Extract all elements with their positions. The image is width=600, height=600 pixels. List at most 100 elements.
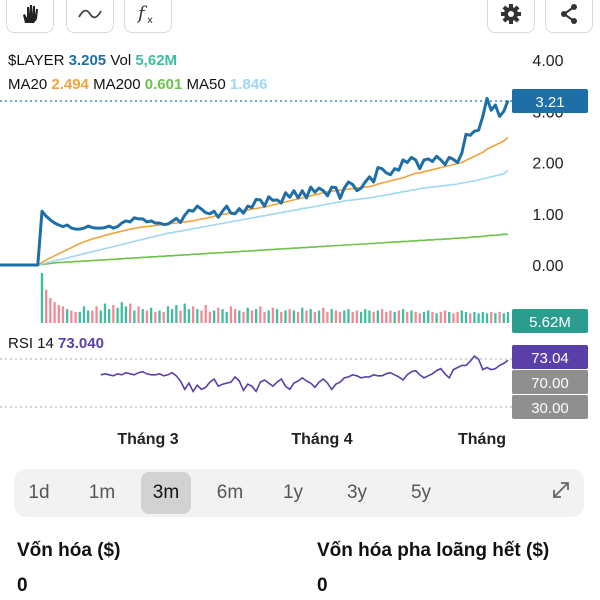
volume-bar [145,310,149,323]
expand-icon [550,479,572,507]
volume-bar [116,307,119,323]
volume-bar [460,310,463,323]
volume-bar [410,310,413,323]
volume-bar [250,310,254,323]
share-icon [558,3,580,30]
volume-bar [351,311,354,323]
volume-bar [217,307,220,323]
volume-bar [158,310,161,323]
ma50-value: 1.846 [229,76,268,93]
volume-bar [137,306,140,323]
series-line-ma50 [0,169,509,266]
volume-bar [313,311,317,323]
rsi-upper-badge: 70.00 [531,375,569,392]
rsi-label: RSI 14 [8,335,54,352]
volume-bar [49,298,52,323]
volume-bar [448,311,451,323]
volume-bar [242,311,245,323]
volume-bar [124,306,128,323]
volume-bar [355,310,359,323]
volume-badge: 5.62M [529,314,571,331]
volume-bar [246,307,249,323]
settings-button[interactable] [487,0,535,33]
volume-bar [112,304,115,323]
volume-bar [238,310,241,323]
volume-bar [502,313,505,323]
timeframe-6m[interactable]: 6m [216,482,244,503]
ma20-label: MA20 [8,76,48,93]
svg-text:x: x [147,15,153,26]
volume-bar [439,311,442,323]
volume-bar [368,310,371,323]
volume-bar [418,313,421,323]
volume-bar [259,306,262,323]
volume-bar [359,311,363,323]
volume-bar [389,310,392,323]
volume-bar [254,309,258,323]
volume-bar [78,311,81,323]
rsi-upper-badge-bg [512,370,588,394]
timeframe-1d[interactable]: 1d [28,482,50,503]
volume-bar [204,304,207,323]
expand-chart-button[interactable] [536,472,586,514]
series-line-ma200 [0,233,508,266]
volume-bar [372,311,375,323]
timeframe-1m[interactable]: 1m [88,482,116,503]
gear-icon [500,3,522,30]
volume-bar [431,311,434,323]
y-tick-label: 4.00 [532,53,563,70]
volume-bar [129,303,132,323]
y-tick-label: 1.00 [532,207,563,224]
rsi-badge: 73.04 [531,350,569,367]
volume-bar [280,311,283,323]
volume-bar [183,303,186,323]
volume-bar [330,309,333,323]
rsi-lower-badge: 30.00 [531,400,569,417]
volume-bar [196,309,199,323]
volume-bar [498,311,501,323]
volume-bar [481,311,484,323]
volume-bar [61,306,65,323]
volume-bar [82,306,86,323]
wave-line-icon [77,4,103,29]
volume-bar [133,310,136,323]
volume-bar [95,306,98,323]
volume-bar [343,310,346,323]
line-tool-button[interactable] [66,0,114,33]
volume-bar [87,310,90,323]
volume-bar [233,309,237,323]
volume-badge-bg [512,309,588,333]
timeframe-5y[interactable]: 5y [410,482,432,503]
rsi-line [100,355,509,393]
volume-bar [477,313,480,323]
volume-bar [212,310,216,323]
fdv-label: Vốn hóa pha loãng hết ($) [317,540,550,561]
volume-bar [473,311,476,323]
ma20-value: 2.494 [51,76,89,93]
volume-bar [191,306,195,323]
volume-bar [326,311,329,323]
volume-bar [91,310,94,323]
price-badge: 3.21 [535,94,564,111]
volume-bar [490,311,493,323]
volume-bar [275,309,279,323]
volume-bar [170,309,174,323]
price-badge-bg [512,89,588,113]
share-button[interactable] [545,0,593,33]
volume-bar [452,313,455,323]
volume-bar [309,309,312,323]
volume-bar [53,302,56,323]
volume-bar [485,313,489,323]
timeframe-3m[interactable]: 3m [141,472,191,514]
volume-bar [200,310,203,323]
draw-tool-button[interactable] [6,0,54,33]
price-legend: $LAYER 3.205 Vol 5,62M [8,52,177,69]
timeframe-1y[interactable]: 1y [282,482,304,503]
volume-bar [179,310,182,323]
timeframe-3y[interactable]: 3y [346,482,368,503]
volume-bar [208,311,212,323]
series-line-ma20 [0,136,509,266]
